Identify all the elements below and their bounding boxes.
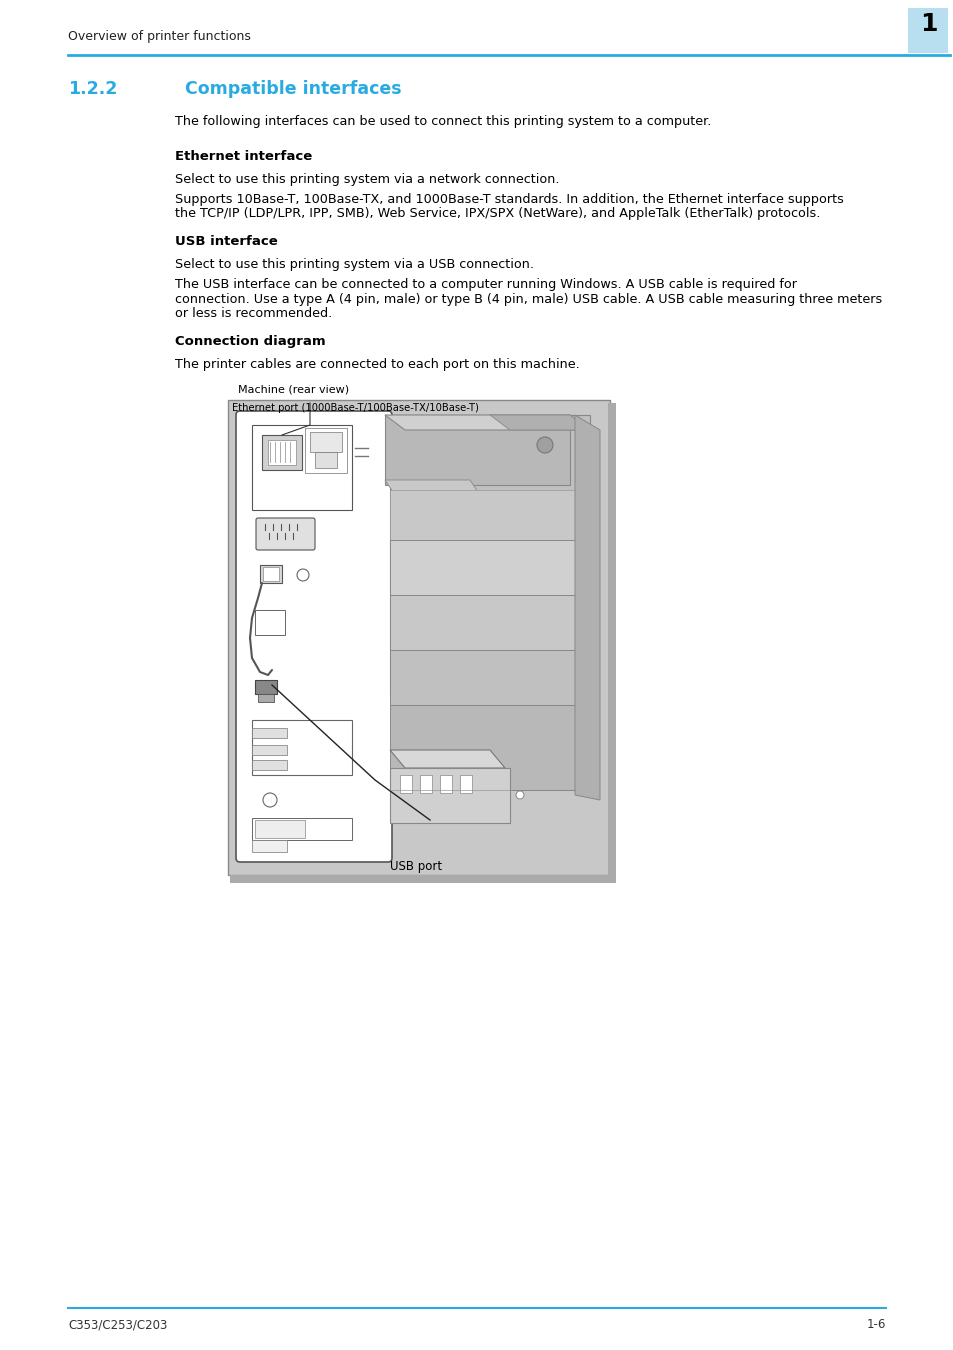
Bar [305, 428, 347, 472]
Bar [252, 760, 287, 770]
Bar [254, 819, 305, 838]
Text: Ethernet interface: Ethernet interface [174, 150, 312, 163]
Bar [228, 400, 609, 875]
Polygon shape [385, 481, 479, 495]
Bar [439, 775, 452, 792]
Text: C353/C253/C203: C353/C253/C203 [68, 1318, 167, 1331]
Circle shape [263, 792, 276, 807]
Polygon shape [575, 414, 599, 801]
Circle shape [296, 568, 309, 580]
Text: Machine (rear view): Machine (rear view) [237, 385, 349, 396]
Bar [252, 745, 287, 755]
Text: USB port: USB port [390, 860, 441, 873]
Circle shape [516, 791, 523, 799]
Bar [310, 432, 341, 452]
Bar [252, 425, 352, 510]
Text: 1.2.2: 1.2.2 [68, 80, 117, 99]
Polygon shape [390, 751, 504, 768]
Text: Select to use this printing system via a USB connection.: Select to use this printing system via a… [174, 258, 534, 271]
Bar [268, 440, 295, 464]
Bar [262, 435, 302, 470]
Bar [390, 414, 589, 695]
Bar [314, 452, 336, 468]
Bar [252, 818, 352, 840]
Text: Supports 10Base-T, 100Base-TX, and 1000Base-T standards. In addition, the Ethern: Supports 10Base-T, 100Base-TX, and 1000B… [174, 193, 843, 207]
Bar [607, 404, 616, 883]
Text: Overview of printer functions: Overview of printer functions [68, 30, 251, 43]
Bar [390, 705, 575, 790]
Polygon shape [385, 414, 589, 431]
FancyBboxPatch shape [235, 410, 392, 863]
Text: 1: 1 [920, 12, 937, 36]
FancyBboxPatch shape [907, 8, 947, 53]
Text: the TCP/IP (LDP/LPR, IPP, SMB), Web Service, IPX/SPX (NetWare), and AppleTalk (E: the TCP/IP (LDP/LPR, IPP, SMB), Web Serv… [174, 208, 820, 220]
Bar [399, 775, 412, 792]
Bar [419, 775, 432, 792]
Text: Connection diagram: Connection diagram [174, 335, 325, 348]
Text: connection. Use a type A (4 pin, male) or type B (4 pin, male) USB cable. A USB : connection. Use a type A (4 pin, male) o… [174, 293, 882, 305]
Text: or less is recommended.: or less is recommended. [174, 306, 332, 320]
Text: The following interfaces can be used to connect this printing system to a comput: The following interfaces can be used to … [174, 115, 711, 128]
Text: Compatible interfaces: Compatible interfaces [185, 80, 401, 99]
Bar [390, 595, 575, 649]
Text: Select to use this printing system via a network connection.: Select to use this printing system via a… [174, 173, 558, 186]
Bar [260, 566, 282, 583]
Bar [390, 540, 575, 595]
Polygon shape [490, 414, 589, 431]
Bar [254, 680, 276, 694]
Text: The USB interface can be connected to a computer running Windows. A USB cable is: The USB interface can be connected to a … [174, 278, 796, 292]
FancyBboxPatch shape [255, 518, 314, 549]
Bar [390, 649, 575, 705]
Circle shape [537, 437, 553, 454]
Text: The printer cables are connected to each port on this machine.: The printer cables are connected to each… [174, 358, 579, 371]
Bar [252, 720, 352, 775]
Bar [252, 728, 287, 738]
Text: USB interface: USB interface [174, 235, 277, 248]
Bar [252, 840, 287, 852]
Bar [385, 414, 569, 485]
Bar [390, 768, 510, 824]
Bar [230, 875, 612, 883]
Bar [459, 775, 472, 792]
Bar [390, 490, 575, 540]
Bar [257, 694, 274, 702]
Bar [263, 567, 278, 580]
Text: Ethernet port (1000Base-T/100Base-TX/10Base-T): Ethernet port (1000Base-T/100Base-TX/10B… [232, 404, 478, 413]
Text: 1-6: 1-6 [865, 1318, 885, 1331]
Bar [254, 610, 285, 634]
